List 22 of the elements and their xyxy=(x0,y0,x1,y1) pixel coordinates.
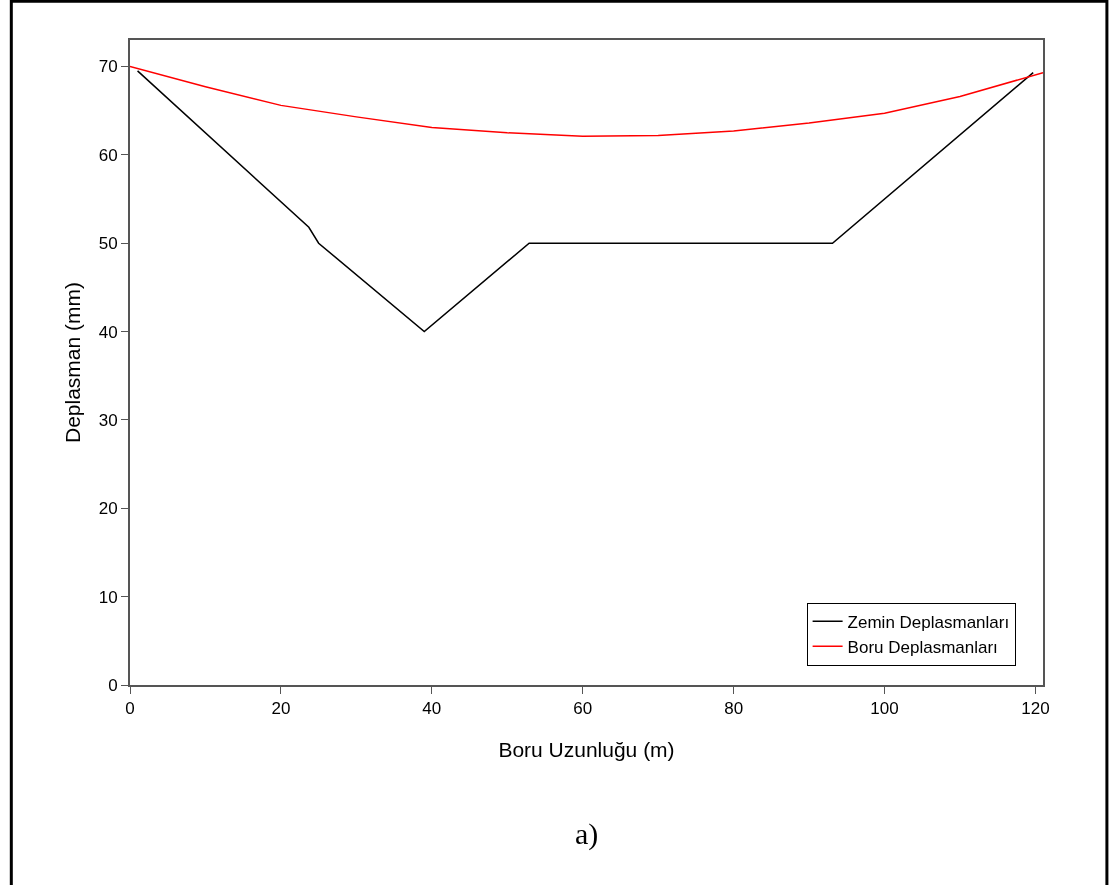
y-tick-label: 60 xyxy=(98,145,118,165)
line-series xyxy=(130,65,1043,138)
line-series xyxy=(136,70,1034,333)
x-tick-label: 20 xyxy=(271,699,291,719)
y-tick-label: 10 xyxy=(98,587,118,607)
x-tick-label: 120 xyxy=(1021,699,1050,719)
y-tick-label: 40 xyxy=(98,322,118,342)
x-tick-label: 80 xyxy=(724,699,744,719)
x-tick-label: 100 xyxy=(870,699,899,719)
x-tick-label: 40 xyxy=(422,699,442,719)
y-tick-label: 70 xyxy=(98,57,118,77)
y-tick-label: 50 xyxy=(98,234,118,254)
y-tick-label: 20 xyxy=(98,499,118,519)
x-tick-label: 0 xyxy=(125,699,135,719)
x-axis-title: Boru Uzunluğu (m) xyxy=(498,738,675,762)
x-tick-label: 60 xyxy=(573,699,593,719)
y-axis-title: Deplasman (mm) xyxy=(61,281,85,444)
y-tick-label: 0 xyxy=(108,675,118,695)
legend-label: Zemin Deplasmanları xyxy=(847,612,1010,632)
legend-label: Boru Deplasmanları xyxy=(847,637,998,657)
text: a) xyxy=(575,817,599,851)
y-tick-label: 30 xyxy=(98,410,118,430)
